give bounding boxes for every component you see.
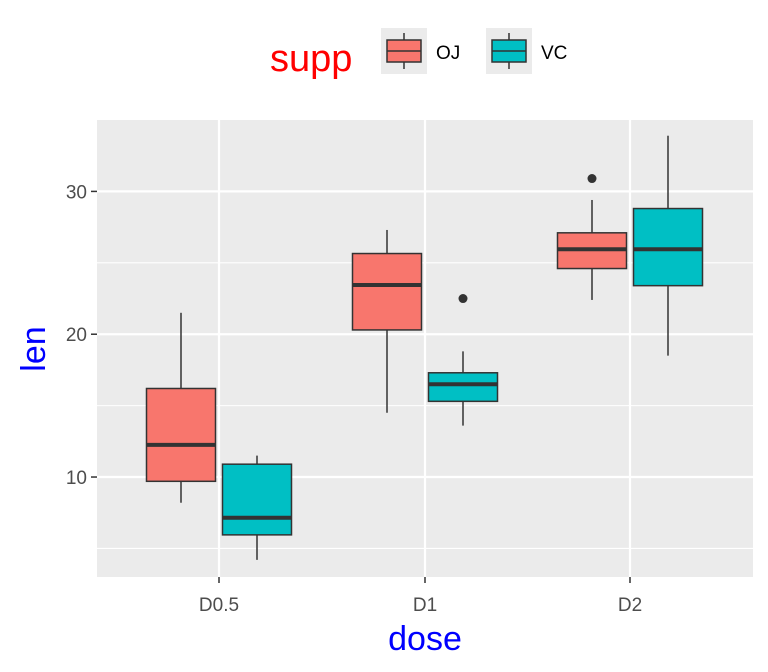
box-oj-d2	[556, 174, 628, 300]
legend-title: supp	[270, 38, 352, 80]
x-tick-label: D0.5	[199, 595, 239, 616]
box-body	[632, 207, 704, 287]
box-series	[145, 135, 704, 560]
y-tick-label: 10	[66, 468, 87, 489]
y-axis-title: len	[15, 326, 53, 371]
x-tick-label: D1	[413, 595, 437, 616]
legend: supp OJ VC	[270, 28, 567, 80]
legend-key-oj: OJ	[381, 28, 460, 74]
outlier-point	[458, 294, 468, 304]
box-body	[145, 387, 217, 483]
legend-label-oj: OJ	[436, 43, 460, 64]
axis-ticks: 10 20 30 D0.5 D1 D2	[66, 182, 642, 616]
box-oj-d1	[351, 229, 423, 413]
box-vc-d0.5	[221, 455, 293, 560]
y-tick-label: 30	[66, 182, 87, 203]
x-tick-label: D2	[618, 595, 642, 616]
y-tick-label: 20	[66, 325, 87, 346]
outlier-point	[587, 174, 597, 184]
box-vc-d1	[427, 294, 499, 426]
box-body	[427, 372, 499, 403]
box-oj-d0.5	[145, 312, 217, 503]
x-axis-title: dose	[388, 620, 462, 658]
box-body	[221, 463, 293, 536]
box-vc-d2	[632, 135, 704, 356]
legend-label-vc: VC	[541, 43, 567, 64]
legend-key-vc: VC	[486, 28, 567, 74]
box-body	[351, 252, 423, 331]
